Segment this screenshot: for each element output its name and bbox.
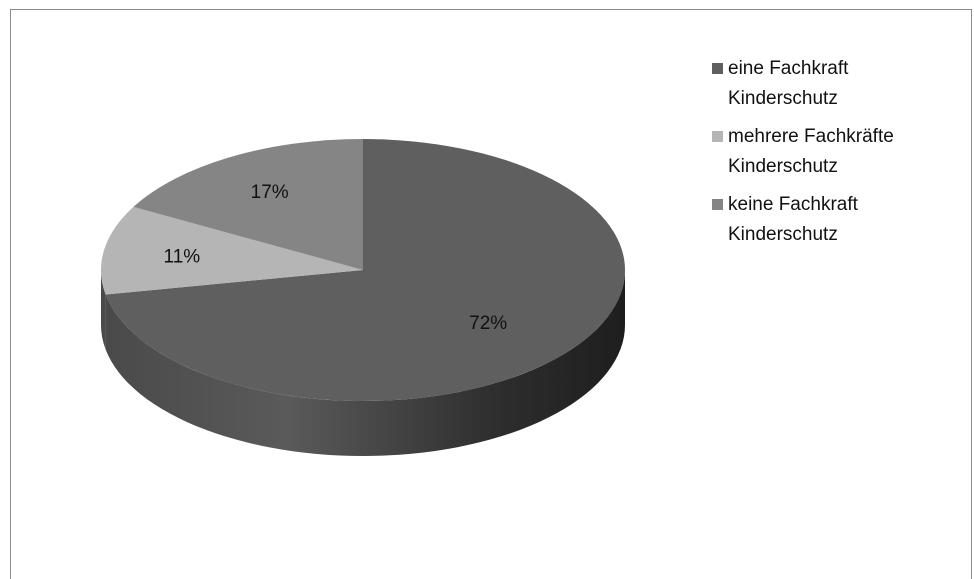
chart-area xyxy=(10,9,972,579)
data-label: 11% xyxy=(164,247,201,268)
legend: eine Fachkraft Kinderschutz mehrere Fach… xyxy=(712,56,962,260)
pie-slice-side xyxy=(101,270,106,350)
legend-item: mehrere Fachkräfte Kinderschutz xyxy=(712,124,962,182)
legend-swatch xyxy=(712,63,723,74)
pie-slice xyxy=(133,139,363,270)
data-label: 72% xyxy=(469,313,507,334)
pie-label-group: 72% 11% 17% xyxy=(164,182,508,334)
pie-slice-side xyxy=(105,270,625,457)
legend-label: keine Fachkraft Kinderschutz xyxy=(728,194,858,245)
legend-swatch xyxy=(712,199,723,210)
pie-side-group xyxy=(101,270,625,457)
pie-slice xyxy=(100,206,363,295)
legend-item: eine Fachkraft Kinderschutz xyxy=(712,56,962,114)
legend-swatch xyxy=(712,131,723,142)
pie-top-group xyxy=(100,139,625,401)
legend-item: keine Fachkraft Kinderschutz xyxy=(712,192,962,250)
pie-slice xyxy=(105,139,625,401)
legend-label: eine Fachkraft Kinderschutz xyxy=(728,58,849,109)
data-label: 17% xyxy=(251,182,289,203)
legend-label: mehrere Fachkräfte Kinderschutz xyxy=(728,126,894,177)
